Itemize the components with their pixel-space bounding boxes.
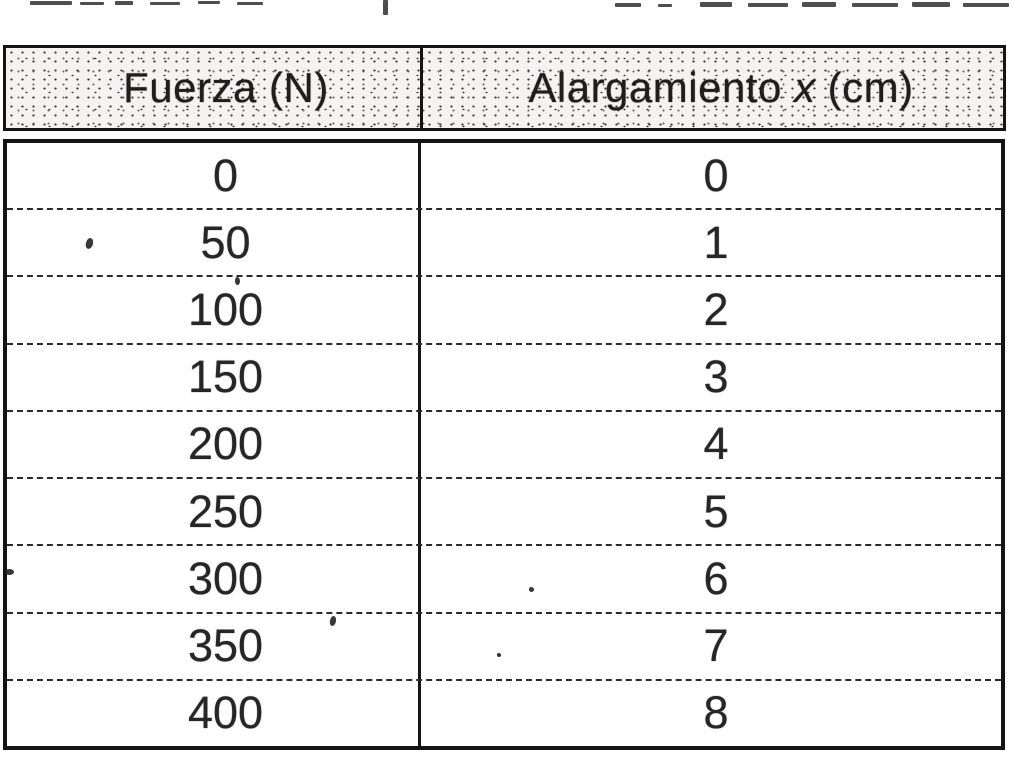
clipped-text-fragment	[912, 2, 950, 7]
clipped-text-fragment	[30, 1, 72, 5]
clipped-text-fragments	[0, 0, 1013, 16]
table-body: 0 0 50 1 100 2 150 3 200 4 250 5 300 6 350 7 400 8	[3, 139, 1005, 750]
clipped-text-fragment	[198, 1, 220, 4]
scan-speck	[529, 587, 534, 592]
cell-fuerza: 50	[7, 210, 421, 276]
cell-fuerza: 100	[7, 277, 421, 343]
clipped-text-fragment	[115, 1, 133, 5]
table-row: 50 1	[7, 208, 1001, 276]
cell-alargamiento: 6	[703, 552, 729, 604]
clipped-text-fragment	[80, 2, 104, 5]
table-row: 100 2	[7, 275, 1001, 343]
cell-fuerza: 300	[7, 546, 421, 612]
scan-speck	[497, 653, 501, 657]
table-row: 150 3	[7, 342, 1001, 410]
cell-fuerza: 400	[7, 680, 421, 746]
cell-alargamiento: 0	[703, 149, 729, 201]
cell-alargamiento: 1	[703, 216, 729, 268]
clipped-text-fragment	[802, 2, 836, 7]
scan-speck	[235, 277, 240, 285]
clipped-text-fragment	[615, 3, 641, 7]
table-row: 350 7	[7, 611, 1001, 679]
header-alargamiento-suffix: (cm)	[827, 64, 914, 111]
cell-alargamiento: 3	[703, 351, 729, 403]
cell-alargamiento: 7	[703, 620, 729, 672]
cell-alargamiento: 5	[703, 485, 729, 537]
cell-fuerza: 350	[7, 613, 421, 679]
cell-alargamiento: 8	[703, 687, 729, 739]
clipped-text-fragment	[748, 3, 788, 7]
clipped-text-fragment	[658, 4, 672, 7]
clipped-text-fragment	[383, 0, 388, 15]
cell-alargamiento: 2	[703, 284, 729, 336]
cell-fuerza: 150	[7, 344, 421, 410]
cell-alargamiento: 4	[703, 418, 729, 470]
header-fuerza: Fuerza (N)	[6, 48, 423, 128]
table-row: 400 8	[7, 678, 1001, 746]
clipped-text-fragment	[852, 3, 898, 7]
cell-fuerza: 0	[7, 143, 421, 209]
header-alargamiento-prefix: Alargamiento	[528, 64, 782, 111]
clipped-text-fragment	[150, 2, 180, 5]
table-row: 250 5	[7, 477, 1001, 545]
table-header: Fuerza (N) Alargamiento x (cm)	[3, 45, 1006, 131]
table-row: 300 6	[7, 544, 1001, 612]
header-alargamiento: Alargamiento x (cm)	[423, 48, 1003, 128]
cell-fuerza: 200	[7, 411, 421, 478]
clipped-text-fragment	[700, 2, 732, 7]
header-alargamiento-variable: x	[794, 64, 816, 111]
scan-speck	[5, 569, 14, 575]
clipped-text-fragment	[237, 2, 263, 5]
clipped-text-fragment	[963, 3, 1009, 7]
cell-fuerza: 250	[7, 479, 421, 545]
table-row: 200 4	[7, 409, 1001, 478]
